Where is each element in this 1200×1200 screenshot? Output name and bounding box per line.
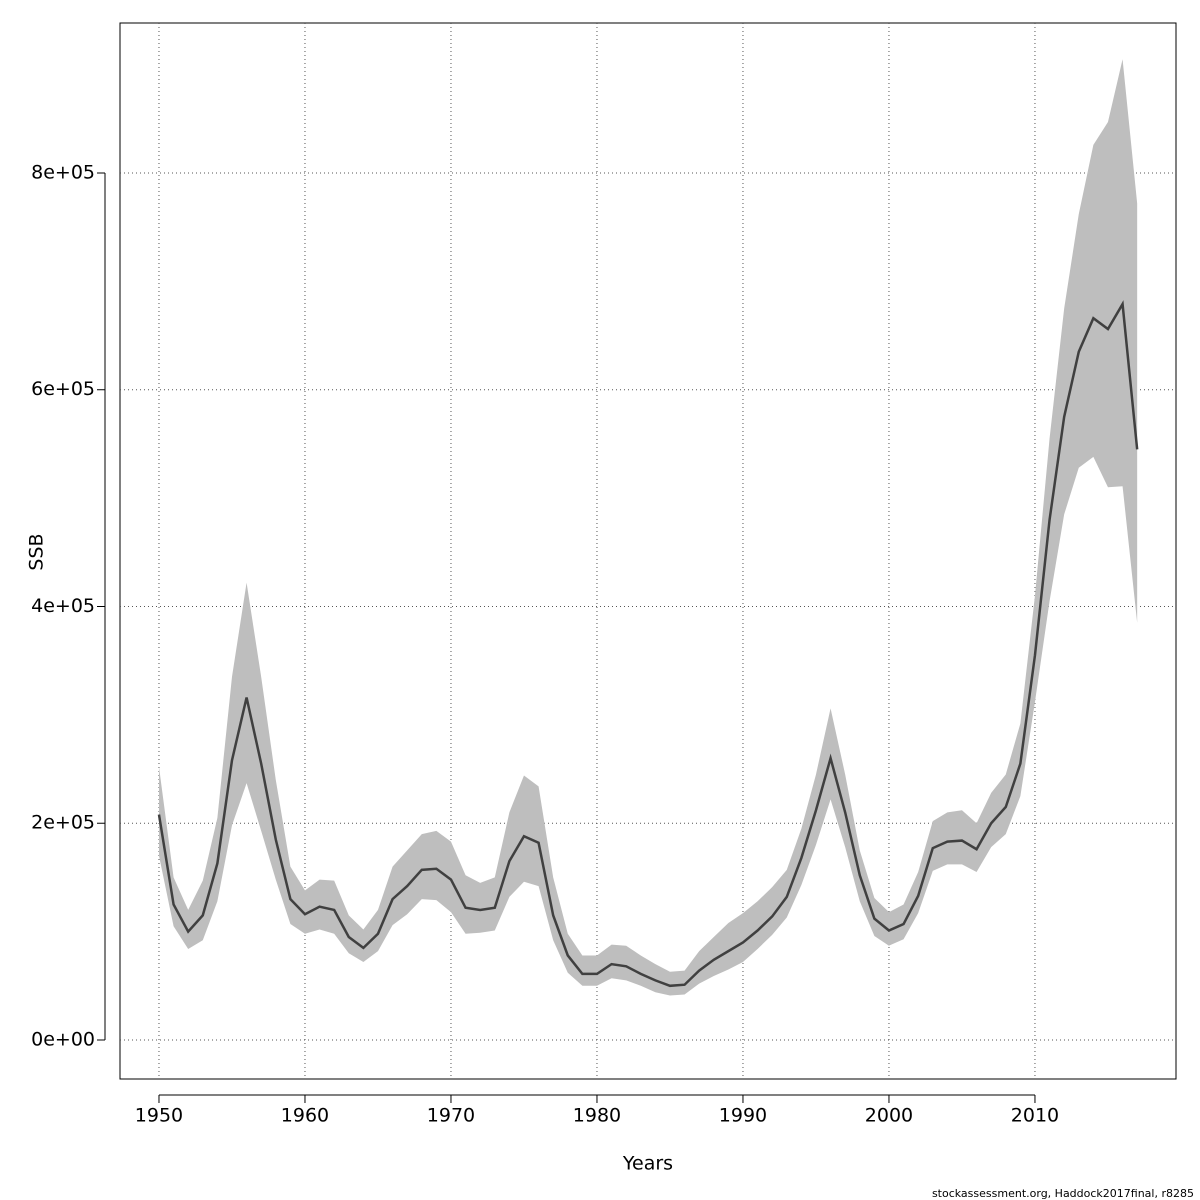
x-tick-label: 1960: [281, 1105, 329, 1127]
y-tick-label: 8e+05: [31, 161, 95, 183]
y-tick-label: 0e+00: [31, 1028, 95, 1050]
footnote: stockassessment.org, Haddock2017final, r…: [932, 1187, 1194, 1200]
confidence-band: [158, 59, 1138, 996]
x-tick-label: 1990: [719, 1105, 767, 1127]
x-tick-label: 1950: [135, 1105, 183, 1127]
y-axis-label: SSB: [26, 533, 48, 570]
x-tick-label: 2010: [1011, 1105, 1059, 1127]
x-tick-label: 2000: [865, 1105, 913, 1127]
plot-frame: [119, 22, 1177, 1080]
x-tick-label: 1980: [573, 1105, 621, 1127]
y-tick-label: 6e+05: [31, 378, 95, 400]
x-axis-label: Years: [622, 1153, 673, 1175]
ssb-line: [157, 300, 1139, 988]
y-tick-label: 4e+05: [31, 595, 95, 617]
y-tick-label: 2e+05: [31, 812, 95, 834]
x-tick-label: 1970: [427, 1105, 475, 1127]
